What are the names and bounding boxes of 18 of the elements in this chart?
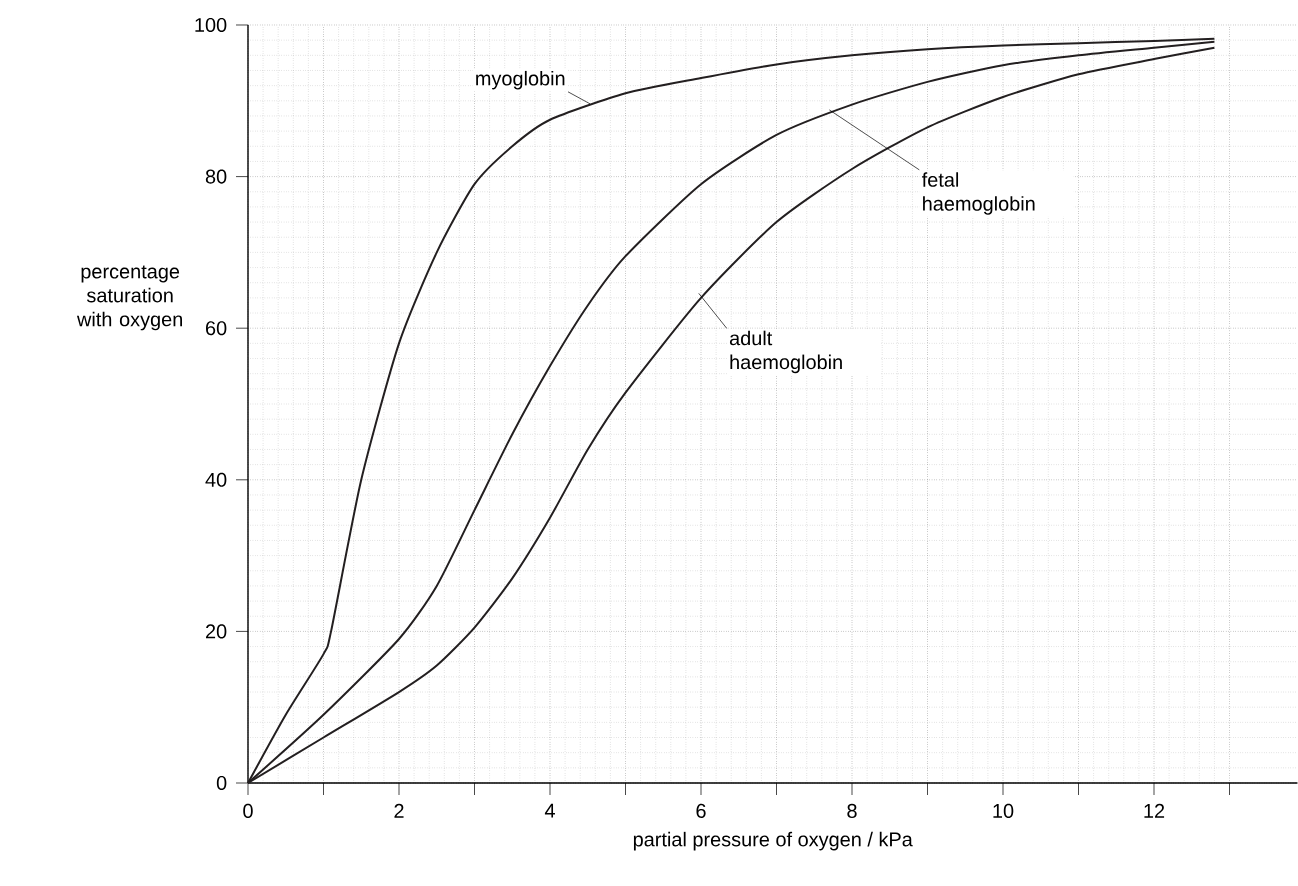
y-tick-label: 0 <box>216 775 227 791</box>
annotation: adult haemoglobin <box>729 330 842 374</box>
x-tick-label: 0 <box>243 803 253 818</box>
annotation: fetal haemoglobin <box>921 172 1035 215</box>
x-tick-label: 8 <box>847 803 857 818</box>
y-tick-label: 80 <box>205 169 227 184</box>
x-axis-title: partial pressure of oxygen / kPa <box>633 831 913 851</box>
y-tick-label: 20 <box>206 624 227 639</box>
x-tick-label: 4 <box>544 803 555 818</box>
x-tick-label: 10 <box>993 803 1014 818</box>
y-tick-label: 60 <box>206 321 227 336</box>
x-tick-label: 6 <box>696 803 706 818</box>
y-axis-title: percentage saturation with oxygen <box>76 265 182 331</box>
y-tick-label: 100 <box>195 17 227 33</box>
annotation: myoglobin <box>476 70 565 90</box>
x-tick-label: 12 <box>1144 803 1165 818</box>
y-tick-label: 40 <box>205 472 227 487</box>
x-tick-label: 2 <box>394 803 404 818</box>
